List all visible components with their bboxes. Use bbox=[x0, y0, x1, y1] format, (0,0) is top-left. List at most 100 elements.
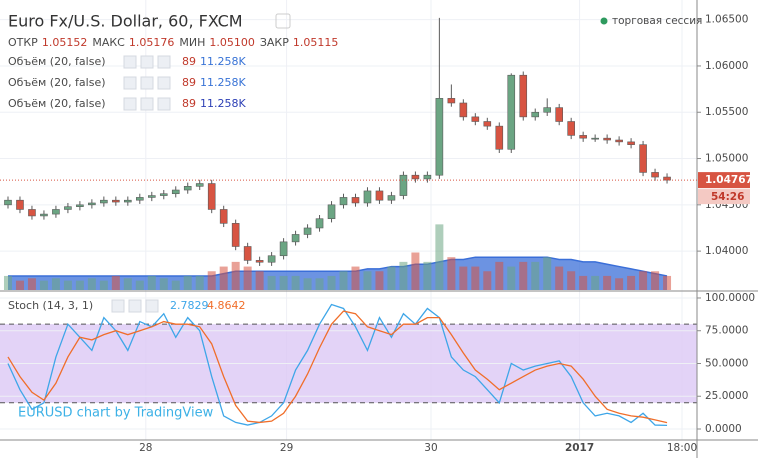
candle-body bbox=[387, 195, 396, 201]
candle-body bbox=[507, 74, 516, 150]
ohlc-row: ОТКР 1.05152 МАКС 1.05176 МИН 1.05100 ЗАКР 1.05… bbox=[8, 36, 338, 49]
ohlc-name: ОТКР bbox=[8, 36, 38, 49]
indicator-icon[interactable] bbox=[111, 299, 125, 313]
volume-bar bbox=[87, 278, 96, 290]
volume-bar bbox=[615, 278, 624, 290]
volume-bar bbox=[243, 266, 252, 290]
y-tick-label: 25.0000 bbox=[705, 390, 748, 402]
candle-body bbox=[303, 227, 312, 235]
volume-bar bbox=[303, 278, 312, 290]
volume-bar bbox=[363, 271, 372, 290]
candle-body bbox=[627, 141, 635, 145]
indicator-icon[interactable] bbox=[145, 299, 159, 313]
indicator-icon[interactable] bbox=[140, 76, 154, 90]
volume-bar bbox=[471, 266, 480, 290]
candle-body bbox=[399, 174, 408, 196]
x-tick-label: 28 bbox=[139, 442, 152, 454]
volume-bar bbox=[327, 275, 336, 290]
candle-body bbox=[16, 199, 24, 210]
candle-body bbox=[52, 209, 60, 215]
stoch-line bbox=[7, 310, 668, 424]
candle-body bbox=[423, 174, 432, 180]
candle-body bbox=[567, 121, 575, 136]
stoch-title: Stoch (14, 3, 1) bbox=[8, 299, 93, 312]
candle-body bbox=[124, 199, 132, 203]
volume-bar bbox=[627, 275, 636, 290]
volume-bar bbox=[111, 275, 120, 290]
stoch-line bbox=[7, 303, 668, 426]
volume-bar bbox=[339, 271, 348, 290]
candle-body bbox=[555, 107, 563, 122]
candle-body bbox=[159, 193, 168, 196]
volume-bar bbox=[663, 275, 672, 290]
indicator-name: Объём (20, false) bbox=[8, 55, 106, 68]
ohlc-value: 1.05152 bbox=[42, 36, 88, 49]
overlay: Euro Fx/U.S. Dollar, 60, FXCM торговая с… bbox=[0, 12, 755, 454]
candle-body bbox=[363, 190, 372, 204]
candle-body bbox=[207, 183, 216, 210]
candle-body bbox=[64, 206, 72, 210]
candle-body bbox=[531, 111, 540, 118]
plot bbox=[3, 17, 672, 426]
volume-bar bbox=[579, 275, 588, 290]
settings-icon[interactable] bbox=[275, 13, 291, 29]
y-tick-label: 1.04000 bbox=[705, 245, 748, 257]
x-tick-label: 2017 bbox=[565, 442, 594, 454]
x-tick-label: 18:00 bbox=[667, 442, 697, 454]
candle-body bbox=[183, 186, 192, 191]
candle-body bbox=[639, 144, 647, 173]
candle-body bbox=[591, 137, 599, 140]
candle-body bbox=[40, 213, 48, 217]
candle-body bbox=[88, 202, 96, 206]
candle-body bbox=[351, 197, 360, 204]
volume-bar bbox=[39, 280, 48, 290]
candle-body bbox=[243, 246, 252, 261]
ohlc-value: 1.05115 bbox=[293, 36, 339, 49]
indicator-icon[interactable] bbox=[123, 55, 137, 69]
y-tick-label: 1.06000 bbox=[705, 60, 748, 72]
indicator-icon[interactable] bbox=[140, 55, 154, 69]
candle-body bbox=[291, 234, 300, 243]
ohlc-value: 1.05100 bbox=[209, 36, 255, 49]
volume-bar bbox=[483, 271, 492, 290]
volume-bar bbox=[567, 271, 576, 290]
candle-body bbox=[112, 199, 120, 203]
candle-body bbox=[411, 174, 420, 180]
chart-title: Euro Fx/U.S. Dollar, 60, FXCM bbox=[8, 12, 243, 31]
ohlc-value: 1.05176 bbox=[129, 36, 175, 49]
volume-bar bbox=[435, 224, 444, 290]
candle-body bbox=[100, 199, 108, 204]
candle-body bbox=[459, 102, 468, 118]
volume-bar bbox=[351, 266, 360, 290]
volume-bar bbox=[375, 271, 384, 290]
candle-body bbox=[471, 116, 480, 122]
volume-bar bbox=[159, 278, 168, 290]
candle-body bbox=[327, 204, 336, 220]
volume-bar bbox=[555, 266, 564, 290]
volume-bar bbox=[3, 275, 12, 290]
volume-bar bbox=[423, 261, 432, 290]
indicator-icon[interactable] bbox=[128, 299, 142, 313]
indicator-icon[interactable] bbox=[157, 55, 171, 69]
candle-body bbox=[147, 195, 156, 198]
stoch-value: 2.7829 bbox=[170, 299, 209, 312]
session-dot bbox=[600, 17, 608, 25]
candle-body bbox=[663, 176, 671, 181]
volume-bar bbox=[279, 275, 288, 290]
indicator-icon[interactable] bbox=[123, 76, 137, 90]
y-tick-label: 1.05000 bbox=[705, 153, 748, 165]
candle-body bbox=[219, 209, 228, 224]
indicator-icon[interactable] bbox=[123, 97, 137, 111]
candle-body bbox=[579, 135, 587, 139]
volume-bar bbox=[15, 280, 24, 290]
countdown-box bbox=[698, 189, 750, 205]
session-label: торговая сессия bbox=[612, 15, 702, 27]
indicator-icon[interactable] bbox=[157, 97, 171, 111]
volume-bar bbox=[459, 266, 468, 290]
indicator-icon[interactable] bbox=[157, 76, 171, 90]
y-tick-label: 100.0000 bbox=[705, 292, 755, 304]
indicator-icon[interactable] bbox=[140, 97, 154, 111]
candle-body bbox=[615, 139, 623, 143]
grid bbox=[0, 0, 697, 440]
